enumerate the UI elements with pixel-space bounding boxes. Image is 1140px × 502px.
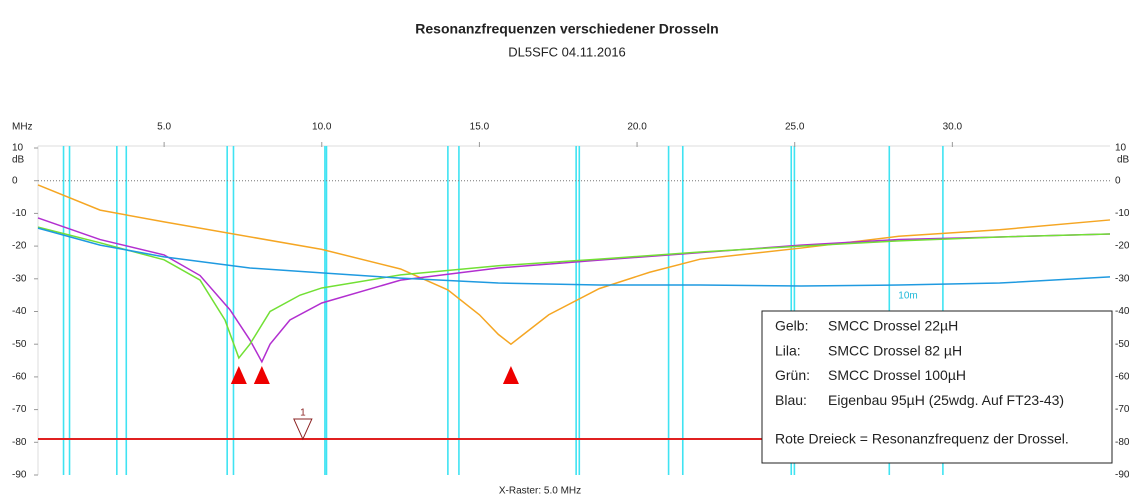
y-tick-label: -90 [12,470,27,481]
y-tick-label-right: 10 [1115,143,1127,154]
legend-note: Rote Dreieck = Resonanzfrequenz der Dros… [775,431,1069,447]
y-tick-label-right: 0 [1115,175,1121,186]
marker-triangle [293,418,313,441]
y-unit-right: dB [1117,155,1130,166]
y-tick-label: -40 [12,306,27,317]
legend-description: SMCC Drossel 100µH [828,367,966,383]
series-line [37,217,1111,364]
resonance-triangle [230,366,247,384]
x-tick-label: 15.0 [470,122,490,133]
marker-label: 1 [300,408,306,419]
resonance-triangle [502,366,519,384]
series-line [37,226,1111,360]
y-unit-left: dB [12,155,25,166]
y-tick-label: -20 [12,241,27,252]
y-tick-label: 10 [12,143,24,154]
legend-name: Blau: [775,392,807,408]
chart-title: Resonanzfrequenzen verschiedener Drossel… [415,21,718,37]
legend-description: Eigenbau 95µH (25wdg. Auf FT23-43) [828,392,1064,408]
x-tick-label: 30.0 [943,122,963,133]
band-label: 10m [898,291,917,302]
y-tick-label-right: -70 [1115,404,1130,415]
y-tick-label-right: -40 [1115,306,1130,317]
legend: Gelb: SMCC Drossel 22µH Lila: SMCC Drossel … [775,318,1064,408]
y-tick-label: -80 [12,437,27,448]
series-line [37,227,1111,287]
chart-subtitle: DL5SFC 04.11.2016 [508,44,626,59]
y-tick-label: -60 [12,372,27,383]
x-tick-label: 25.0 [785,122,805,133]
x-footer: X-Raster: 5.0 MHz [499,486,581,497]
y-tick-label-right: -90 [1115,470,1130,481]
y-tick-label-right: -10 [1115,208,1130,219]
y-tick-label-right: -60 [1115,372,1130,383]
y-tick-label: -30 [12,273,27,284]
x-tick-label: 20.0 [627,122,647,133]
y-tick-label-right: -50 [1115,339,1130,350]
y-tick-label: -10 [12,208,27,219]
x-unit: MHz [12,122,33,133]
legend-description: SMCC Drossel 82 µH [828,342,962,358]
legend-description: SMCC Drossel 22µH [828,318,958,334]
x-tick-label: 5.0 [157,122,171,133]
legend-name: Lila: [775,342,801,358]
y-tick-label: -50 [12,339,27,350]
y-tick-label: 0 [12,175,18,186]
y-tick-label: -70 [12,404,27,415]
y-tick-label-right: -30 [1115,273,1130,284]
legend-name: Gelb: [775,318,808,334]
x-tick-label: 10.0 [312,122,332,133]
resonance-triangle [253,366,270,384]
legend-name: Grün: [775,367,810,383]
series-line [37,184,1111,346]
y-tick-label-right: -80 [1115,437,1130,448]
y-tick-label-right: -20 [1115,241,1130,252]
legend-box [761,310,1113,464]
